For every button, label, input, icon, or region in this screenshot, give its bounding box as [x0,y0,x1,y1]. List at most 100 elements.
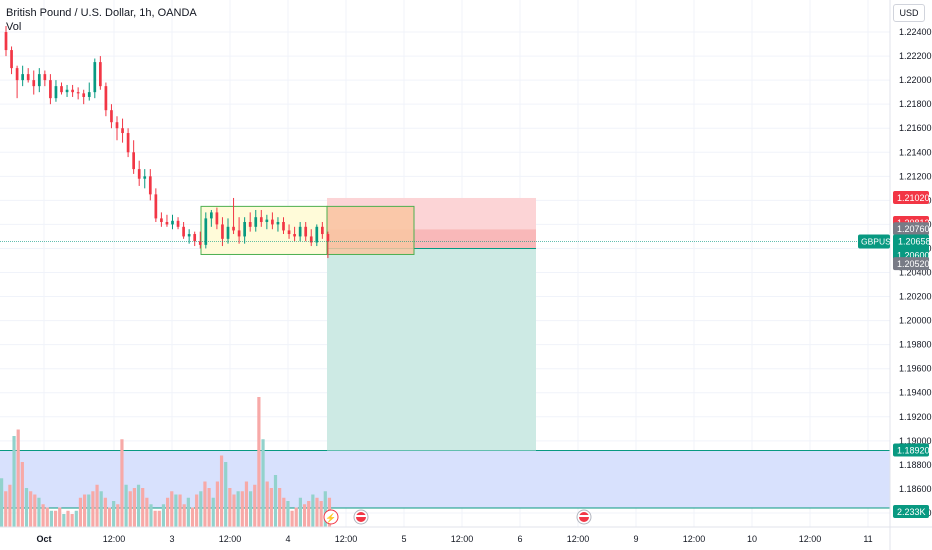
candle-body[interactable] [232,226,235,231]
price-axis-label: 1.20000 [899,316,932,326]
price-axis-label: 1.18600 [899,484,932,494]
candle-body[interactable] [210,212,213,219]
candle-body[interactable] [243,222,246,237]
candle-body[interactable] [309,236,313,243]
volume-bar [24,488,29,527]
candle-body[interactable] [187,234,191,237]
candle-body[interactable] [110,110,113,123]
candle-body[interactable] [276,222,280,225]
candle-body[interactable] [215,212,219,225]
candle-body[interactable] [165,222,169,225]
candle-body[interactable] [137,169,141,179]
symbol-tag[interactable] [858,234,890,249]
volume-bar [8,484,12,527]
candle-body[interactable] [315,226,319,243]
candle-body[interactable] [87,92,91,97]
candle-body[interactable] [43,74,47,81]
time-axis-label: 12:00 [451,534,474,544]
volume-bar [323,491,327,527]
volume-bar [78,497,83,527]
range-box[interactable] [200,205,328,255]
candle-body[interactable] [204,218,208,245]
candle-body[interactable] [132,152,135,170]
candle-body[interactable] [121,128,124,134]
price-tag-target[interactable] [893,443,929,457]
us-flag-stripe [356,515,366,517]
candle-body[interactable] [26,74,30,81]
volume-bar [157,510,161,527]
volume-bar [199,491,203,527]
candle-body[interactable] [126,133,130,153]
candle-body[interactable] [99,62,102,87]
volume-bar [273,475,278,527]
us-flag-stripe [579,515,589,517]
candle-body[interactable] [160,218,163,223]
candle-body[interactable] [60,86,63,93]
candle-body[interactable] [32,80,36,87]
candle-body[interactable] [10,50,13,69]
candle-body[interactable] [104,86,108,111]
volume-bar [58,507,62,527]
candle-body[interactable] [15,68,19,81]
volume-bar [136,484,141,527]
candle-body[interactable] [254,217,258,227]
candle-body[interactable] [93,62,97,93]
candle-body[interactable] [182,226,185,237]
candle-body[interactable] [143,176,147,179]
candle-body[interactable] [321,226,324,235]
candle-body[interactable] [171,220,174,225]
dividends-icon[interactable] [323,509,339,525]
price-axis-label: 1.21600 [899,123,932,133]
candle-body[interactable] [282,222,285,231]
candle-body[interactable] [71,89,74,93]
candle-body[interactable] [298,226,302,237]
take-profit-zone[interactable] [327,248,536,451]
candle-body[interactable] [21,74,24,81]
price-tag-entry[interactable] [893,222,929,236]
price-tag-target-text: 1.18920 [897,445,930,455]
candle-body[interactable] [49,80,52,99]
candle-body[interactable] [271,219,274,225]
volume-indicator-label[interactable]: Vol [6,21,22,33]
price-tag-low[interactable] [893,257,929,271]
candle-body[interactable] [154,194,158,219]
symbol-title[interactable]: British Pound / U.S. Dollar, 1h, OANDA V… [6,6,197,34]
volume-bar [282,497,286,527]
candle-body[interactable] [65,89,69,93]
volume-bar [132,488,136,527]
price-tag-level-text: 1.20600 [897,250,930,260]
candle-body[interactable] [221,224,224,239]
candle-body[interactable] [37,74,41,87]
volume-bar [302,504,307,527]
candle-body[interactable] [265,219,269,223]
candle-body[interactable] [82,93,86,97]
currency-button[interactable]: USD [893,4,925,22]
candle-body[interactable] [198,241,202,245]
candle-body[interactable] [226,226,230,239]
candle-body[interactable] [248,222,252,227]
candle-body[interactable] [293,234,296,237]
candle-body[interactable] [148,176,152,195]
candle-body[interactable] [193,234,197,242]
candle-body[interactable] [76,92,80,94]
candle-body[interactable] [54,86,58,99]
candle-body[interactable] [4,32,8,51]
price-axis-label: 1.22400 [899,27,932,37]
price-axis-label: 1.19400 [899,388,932,398]
candle-body[interactable] [326,234,330,242]
candle-body[interactable] [237,230,241,237]
price-tag-stop[interactable] [893,190,929,204]
candle-body[interactable] [287,230,291,235]
candle-body[interactable] [259,217,263,223]
volume-bar [236,491,240,527]
candle-body[interactable] [115,122,119,129]
candle-body[interactable] [176,220,180,227]
volume-bar [107,507,112,527]
volume-bar [33,494,37,527]
range-box-extension[interactable] [327,206,414,255]
volume-tag[interactable] [893,505,929,518]
volume-bar [49,510,53,527]
candle-body[interactable] [304,226,308,237]
